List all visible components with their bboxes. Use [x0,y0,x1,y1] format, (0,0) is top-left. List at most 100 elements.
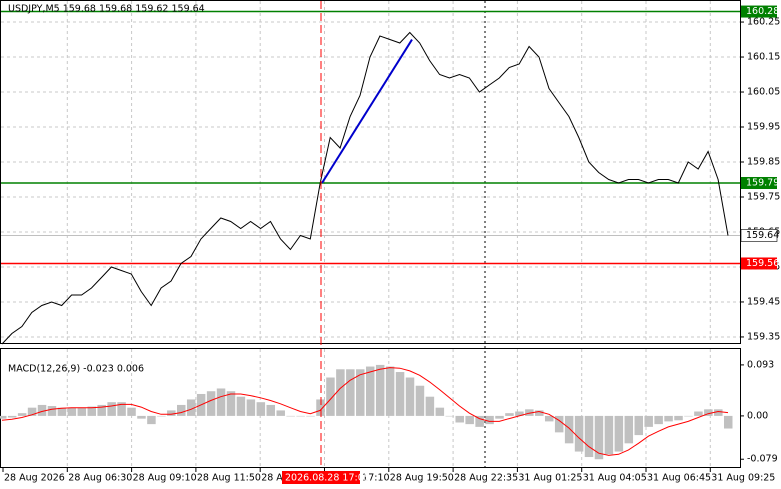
macd-bar [17,413,27,416]
y-tick-label: 159.95 [747,122,780,133]
x-tick-label: 28 Aug 11:50 [197,473,261,484]
macd-panel [0,348,741,468]
y-tick-label: 160.25 [747,17,780,28]
macd-bar [177,404,186,416]
macd-bar [186,399,196,416]
macd-bar [266,404,276,416]
macd-bar [445,415,455,417]
macd-bar [614,415,624,452]
macd-bar [276,410,285,416]
y-tick-label: 159.45 [747,296,780,307]
macd-title: MACD(12,26,9) -0.023 0.006 [8,364,144,375]
macd-bar [435,407,445,416]
macd-bar [256,402,266,416]
macd-bar [306,415,315,417]
macd-bar [544,415,554,422]
macd-bar [684,415,693,417]
macd-bar [167,410,176,416]
price-level-label: 159.79 [746,177,779,188]
macd-bar [425,396,435,416]
x-tick-label: 31 Aug 09:25 [711,473,775,484]
y-tick-label: 0.00 [747,410,768,421]
time-marker-box [282,471,360,484]
macd-bar [654,415,663,425]
macd-bar [624,415,634,444]
macd-bar [286,415,295,417]
y-tick-label: 160.15 [747,52,780,63]
macd-bar [505,413,514,416]
macd-bar [535,410,544,416]
macd-bar [37,404,47,416]
macd-bar [97,404,106,416]
x-tick-label: 28 Aug 09:10 [133,473,197,484]
macd-bar [574,415,584,452]
macd-bar [206,391,216,416]
macd-bar [455,415,464,423]
price-level-box [741,5,777,18]
macd-bar [495,415,504,419]
x-tick-label: 28 Aug 2026 [4,473,65,484]
macd-bar [336,369,345,416]
macd-bar [554,415,564,433]
macd-bar [594,415,604,460]
macd-bar [564,415,574,444]
macd-bar [724,415,733,429]
macd-bar [475,415,484,427]
time-marker-label: 2026.08.28 17:05 [285,473,370,484]
macd-bar [7,415,17,418]
macd-bar [157,415,166,417]
price-line [1,31,729,345]
macd-bar [0,415,7,419]
trendline [321,39,413,184]
x-tick-label: 31 Aug 04:05 [583,473,647,484]
macd-bar [47,406,57,416]
macd-bar [346,369,355,416]
macd-bar [385,366,395,416]
x-tick-label: 28 Aug 06:30 [68,473,132,484]
macd-bar [67,407,77,416]
macd-bar [127,407,136,416]
macd-bar [674,415,683,421]
macd-bar [57,407,67,416]
macd-bar [107,402,116,416]
x-tick-label: 28 Aug 22:35 [454,473,518,484]
macd-bar [694,411,703,416]
x-tick-label: 31 Aug 06:45 [647,473,711,484]
price-level-label: 160.28 [746,6,779,17]
y-tick-label: -0.079 [747,454,778,465]
macd-bar [405,377,415,416]
y-tick-label: 159.75 [747,191,780,202]
price-level-box [741,257,777,270]
macd-bar [704,409,713,416]
macd-bar [525,409,534,416]
macd-bar [604,415,614,455]
macd-bar [365,366,375,416]
macd-bar [147,415,156,425]
x-tick-label: 31 Aug 01:25 [518,473,582,484]
macd-bar [714,409,723,416]
macd-bar [137,415,146,419]
y-tick-label: 159.35 [747,331,780,342]
macd-bar [644,415,653,427]
macd-bar [216,388,226,416]
price-level-label: 159.56 [746,258,779,269]
y-tick-label: 0.093 [747,359,774,370]
macd-bar [465,415,474,425]
signal-line [1,367,729,456]
macd-bar [226,391,236,416]
price-level-box [741,176,777,189]
price-panel [0,0,741,344]
macd-bar [356,369,365,416]
macd-bar [27,407,37,416]
macd-bar [236,396,246,416]
current-price-box [740,229,778,242]
macd-bar [485,415,494,425]
y-tick-label: 160.05 [747,87,780,98]
current-price-label: 159.64 [746,230,779,241]
x-tick-label: 28 Aug 19:50 [390,473,454,484]
macd-bar [77,407,87,416]
macd-bar [664,415,673,422]
macd-bar [515,411,524,416]
macd-bar [296,415,305,417]
